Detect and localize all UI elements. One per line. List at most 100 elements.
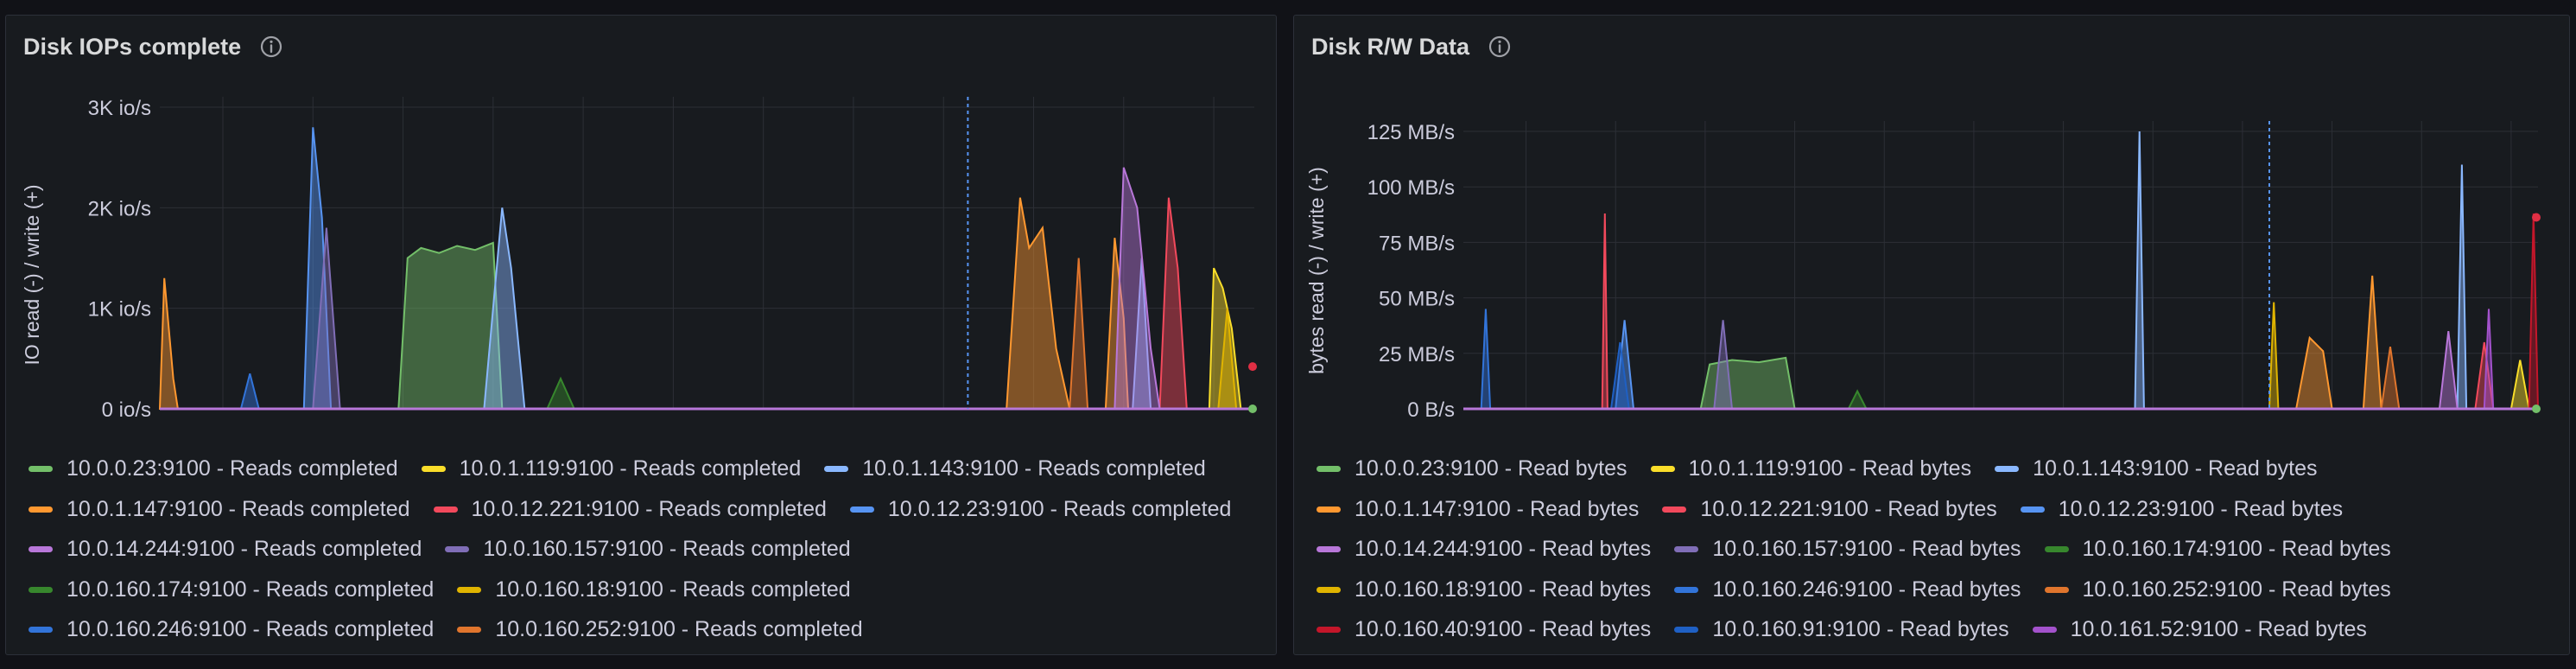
legend-row: 10.0.160.246:9100 - Reads completed 10.0.…	[29, 617, 886, 642]
legend-label: 10.0.0.23:9100 - Read bytes	[1355, 456, 1627, 481]
series-10-0-160-246-9100-reads-completed[interactable]	[239, 373, 260, 410]
legend-label: 10.0.0.23:9100 - Reads completed	[67, 456, 398, 481]
legend-item[interactable]: 10.0.160.252:9100 - Reads completed	[457, 617, 863, 642]
legend-swatch	[1674, 586, 1699, 593]
y-tick-label: 25 MB/s	[1379, 343, 1455, 366]
series-10-0-14-244-9100-read-bytes[interactable]	[2438, 330, 2459, 410]
legend-label: 10.0.161.52:9100 - Read bytes	[2070, 617, 2367, 641]
series-10-0-1-147-9100-read-bytes[interactable]	[2294, 275, 2382, 410]
legend-swatch	[1317, 506, 1341, 513]
legend-item[interactable]: 10.0.1.147:9100 - Reads completed	[29, 497, 410, 522]
x-tick-label: 07:00	[2395, 434, 2447, 435]
legend-row: 10.0.14.244:9100 - Read bytes 10.0.160.15…	[1317, 537, 2414, 562]
rw-legend: 10.0.0.23:9100 - Read bytes 10.0.1.119:91…	[1317, 456, 2560, 654]
legend-item[interactable]: 10.0.160.174:9100 - Read bytes	[2044, 537, 2391, 562]
legend-item[interactable]: 10.0.160.91:9100 - Read bytes	[1674, 617, 2009, 642]
legend-swatch	[29, 546, 53, 552]
legend-label: 10.0.1.119:9100 - Reads completed	[459, 456, 802, 481]
series-area	[1847, 389, 1869, 410]
legend-item[interactable]: 10.0.160.246:9100 - Read bytes	[1674, 577, 2021, 602]
legend-row: 10.0.160.174:9100 - Reads completed 10.0.…	[29, 577, 874, 602]
legend-label: 10.0.160.246:9100 - Reads completed	[67, 617, 435, 641]
x-tick-label: 21:00	[197, 434, 249, 435]
legend-label: 10.0.160.252:9100 - Reads completed	[495, 617, 863, 641]
iops-legend: 10.0.0.23:9100 - Reads completed 10.0.1.1…	[29, 456, 1272, 654]
legend-item[interactable]: 10.0.14.244:9100 - Read bytes	[1317, 537, 1651, 562]
info-icon[interactable]	[1487, 34, 1513, 60]
y-tick-label: 3K io/s	[88, 97, 151, 120]
x-tick-label: 22:00	[1589, 434, 1641, 435]
series-10-0-160-18-9100-read-bytes[interactable]	[2268, 302, 2280, 410]
series-10-0-1-119-9100-read-bytes[interactable]	[2509, 360, 2530, 410]
legend-item[interactable]: 10.0.12.221:9100 - Read bytes	[1662, 497, 1997, 522]
legend-item[interactable]: 10.0.161.52:9100 - Read bytes	[2032, 617, 2367, 642]
legend-row: 10.0.0.23:9100 - Read bytes 10.0.1.119:91…	[1317, 456, 2341, 481]
end-dot-green	[1248, 405, 1257, 413]
legend-item[interactable]: 10.0.160.157:9100 - Read bytes	[1674, 537, 2021, 562]
rw-chart[interactable]: 0 B/s 25 MB/s 50 MB/s 75 MB/s 100 MB/s 125 MB…	[1294, 16, 2570, 435]
series-10-0-160-252-9100-reads-completed[interactable]	[1069, 258, 1089, 410]
legend-label: 10.0.12.221:9100 - Reads completed	[471, 496, 827, 521]
legend-item[interactable]: 10.0.160.252:9100 - Read bytes	[2044, 577, 2391, 602]
series-10-0-1-143-9100-read-bytes[interactable]	[2134, 131, 2468, 410]
x-tick-label: 02:00	[647, 434, 699, 435]
series-10-0-14-244-9100-reads-completed[interactable]	[1114, 167, 1161, 410]
legend-row: 10.0.14.244:9100 - Reads completed 10.0.1…	[29, 537, 874, 562]
legend-swatch	[457, 627, 482, 633]
legend-item[interactable]: 10.0.1.119:9100 - Reads completed	[421, 456, 802, 481]
legend-item[interactable]: 10.0.160.40:9100 - Read bytes	[1317, 617, 1651, 642]
legend-swatch	[824, 466, 849, 472]
legend-item[interactable]: 10.0.1.143:9100 - Read bytes	[1995, 456, 2318, 481]
legend-item[interactable]: 10.0.160.157:9100 - Reads completed	[445, 537, 851, 562]
series-area	[1480, 309, 1492, 410]
iops-chart[interactable]: 0 io/s 1K io/s 2K io/s 3K io/s 21:00 22:00 23:…	[6, 16, 1277, 435]
series-10-0-160-174-9100-read-bytes[interactable]	[1847, 389, 1869, 410]
legend-item[interactable]: 10.0.14.244:9100 - Reads completed	[29, 537, 422, 562]
legend-swatch	[421, 466, 446, 472]
info-icon[interactable]	[258, 34, 284, 60]
y-tick-label: 0 B/s	[1407, 398, 1455, 422]
legend-row: 10.0.160.18:9100 - Read bytes 10.0.160.24…	[1317, 577, 2414, 602]
end-dot-red	[1248, 362, 1257, 372]
panel-title[interactable]: Disk IOPs complete	[23, 33, 242, 60]
legend-item[interactable]: 10.0.0.23:9100 - Read bytes	[1317, 456, 1627, 481]
legend-item[interactable]: 10.0.12.23:9100 - Read bytes	[2020, 497, 2343, 522]
series-area	[239, 373, 260, 410]
x-tick-label: 03:00	[738, 434, 790, 435]
legend-item[interactable]: 10.0.160.18:9100 - Read bytes	[1317, 577, 1651, 602]
series-area	[2438, 330, 2459, 410]
legend-swatch	[1674, 627, 1699, 633]
series-10-0-12-221-9100-reads-completed[interactable]	[1158, 197, 1188, 410]
legend-swatch	[1650, 466, 1675, 472]
legend-label: 10.0.160.157:9100 - Reads completed	[483, 537, 851, 561]
legend-item[interactable]: 10.0.1.143:9100 - Reads completed	[824, 456, 1206, 481]
legend-item[interactable]: 10.0.160.174:9100 - Reads completed	[29, 577, 434, 602]
series-area	[1158, 197, 1188, 410]
legend-item[interactable]: 10.0.12.221:9100 - Reads completed	[433, 496, 827, 522]
series-area	[545, 376, 576, 410]
x-tick-label: 08:00	[2485, 434, 2537, 435]
legend-item[interactable]: 10.0.1.119:9100 - Read bytes	[1650, 456, 1971, 481]
series-10-0-160-246-9100-read-bytes[interactable]	[1480, 309, 1492, 410]
y-tick-label: 0 io/s	[102, 398, 151, 422]
panel-title[interactable]: Disk R/W Data	[1311, 33, 1470, 60]
legend-item[interactable]: 10.0.0.23:9100 - Reads completed	[29, 456, 398, 481]
legend-item[interactable]: 10.0.160.18:9100 - Reads completed	[457, 577, 851, 602]
legend-label: 10.0.160.18:9100 - Reads completed	[495, 577, 851, 602]
legend-swatch	[445, 546, 470, 552]
legend-swatch	[2020, 506, 2045, 513]
legend-label: 10.0.160.174:9100 - Reads completed	[67, 577, 435, 602]
x-tick-label: 00:00	[467, 434, 519, 435]
series-10-0-160-174-9100-reads-completed[interactable]	[545, 376, 576, 410]
legend-swatch	[1674, 546, 1699, 552]
legend-item[interactable]: 10.0.12.23:9100 - Reads completed	[849, 496, 1232, 522]
legend-label: 10.0.160.174:9100 - Read bytes	[2082, 537, 2391, 561]
series-10-0-160-252-9100-read-bytes[interactable]	[2380, 346, 2401, 410]
legend-swatch	[433, 506, 458, 513]
legend-label: 10.0.160.157:9100 - Read bytes	[1712, 537, 2021, 561]
legend-swatch	[1317, 546, 1341, 552]
legend-item[interactable]: 10.0.1.147:9100 - Read bytes	[1317, 497, 1639, 522]
legend-label: 10.0.1.147:9100 - Reads completed	[67, 496, 410, 521]
legend-label: 10.0.12.23:9100 - Reads completed	[887, 496, 1232, 521]
legend-item[interactable]: 10.0.160.246:9100 - Reads completed	[29, 617, 434, 642]
